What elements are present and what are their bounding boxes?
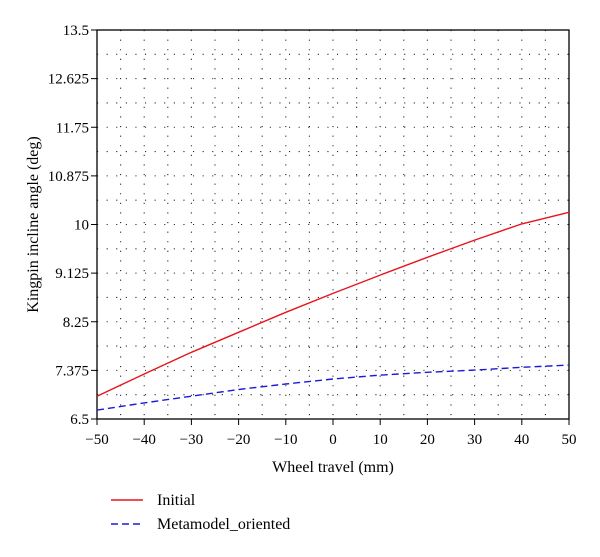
y-tick-label: 10 [74, 218, 89, 234]
x-tick-label: 40 [514, 432, 529, 448]
y-tick-label: 8.25 [63, 315, 89, 331]
series-line-2 [96, 364, 570, 411]
x-tick-label: −50 [85, 432, 108, 448]
legend-label-1: Initial [157, 492, 196, 509]
y-tick-label: 10.875 [48, 169, 89, 185]
legend-label-2: Metamodel_oriented [157, 516, 290, 533]
x-tick-label: 0 [329, 432, 337, 448]
x-axis-title: Wheel travel (mm) [272, 459, 394, 476]
series-lines [96, 211, 570, 411]
y-tick-label: 12.625 [48, 72, 89, 88]
x-tick-label: 20 [420, 432, 435, 448]
x-tick-label: −20 [227, 432, 250, 448]
x-tick-label: 50 [562, 432, 577, 448]
x-tick-label: −40 [132, 432, 155, 448]
x-tick-label: −10 [274, 432, 297, 448]
x-tick-label: −30 [180, 432, 203, 448]
x-tick-label: 10 [373, 432, 388, 448]
y-tick-label: 6.5 [70, 412, 89, 428]
x-tick-label: 30 [467, 432, 482, 448]
y-tick-label: 11.75 [56, 120, 89, 136]
grid [97, 30, 569, 419]
y-tick-label: 13.5 [63, 23, 89, 39]
y-tick-label: 9.125 [55, 266, 89, 282]
y-tick-label: 7.375 [55, 363, 89, 379]
axis-ticks: −50 −40 −30 −20 −10 0 10 20 30 40 50 6.5 7.375 8.25 9.… [48, 23, 577, 448]
series-line-1 [96, 211, 570, 397]
legend: Initial Metamodel_oriented [111, 492, 290, 533]
y-axis-title: Kingpin incline angle (deg) [25, 136, 42, 312]
